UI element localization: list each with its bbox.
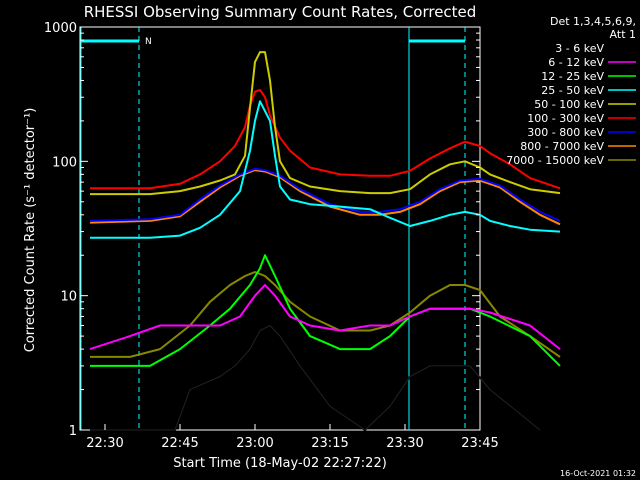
legend-label-8: 7000 - 15000 keV [506, 154, 604, 167]
series-line-0-outline [90, 324, 541, 431]
x-tick-label-0: 22:30 [86, 436, 123, 451]
chart-title: RHESSI Observing Summary Count Rates, Co… [84, 3, 477, 21]
legend-header-0: Det 1,3,4,5,6,9, [550, 15, 636, 28]
y-tick-label-1: 10 [60, 290, 77, 305]
x-tick-label-1: 22:45 [161, 436, 198, 451]
legend-label-5: 100 - 300 keV [527, 112, 604, 125]
y-tick-label-3: 1000 [44, 21, 77, 36]
y-axis-ticks: 1 10 100 1000 [44, 21, 480, 439]
night-marker-label: N [145, 37, 152, 47]
plot-frame [79, 26, 481, 431]
series-line-6 [89, 167, 561, 222]
x-tick-label-4: 23:30 [386, 436, 423, 451]
y-tick-label-2: 100 [52, 155, 77, 170]
legend-label-3: 25 - 50 keV [541, 84, 604, 97]
series-line-1 [89, 284, 561, 351]
legend-label-6: 300 - 800 keV [527, 126, 604, 139]
legend-label-4: 50 - 100 keV [534, 98, 604, 111]
x-tick-label-5: 23:45 [461, 436, 498, 451]
series-line-4 [90, 51, 561, 196]
legend-label-1: 6 - 12 keV [548, 56, 604, 69]
x-axis-label: Start Time (18-May-02 22:27:22) [173, 456, 387, 471]
legend-label-0: 3 - 6 keV [555, 42, 604, 55]
legend-header-1: Att 1 [610, 28, 636, 41]
x-tick-label-3: 23:15 [311, 436, 348, 451]
legend-label-2: 12 - 25 keV [541, 70, 604, 83]
series-line-5 [90, 88, 561, 190]
y-tick-label-0: 1 [69, 424, 77, 439]
x-tick-label-2: 23:00 [236, 436, 273, 451]
x-axis-ticks: 22:30 22:45 23:00 23:15 23:30 23:45 [86, 424, 499, 451]
legend-label-7: 800 - 7000 keV [520, 140, 604, 153]
footer-date: 16-Oct-2021 01:32 [560, 469, 636, 478]
y-axis-label: Corrected Count Rate (s⁻¹ detector⁻¹) [23, 108, 38, 353]
series-line-8 [90, 271, 561, 358]
series-line-7 [89, 169, 561, 226]
